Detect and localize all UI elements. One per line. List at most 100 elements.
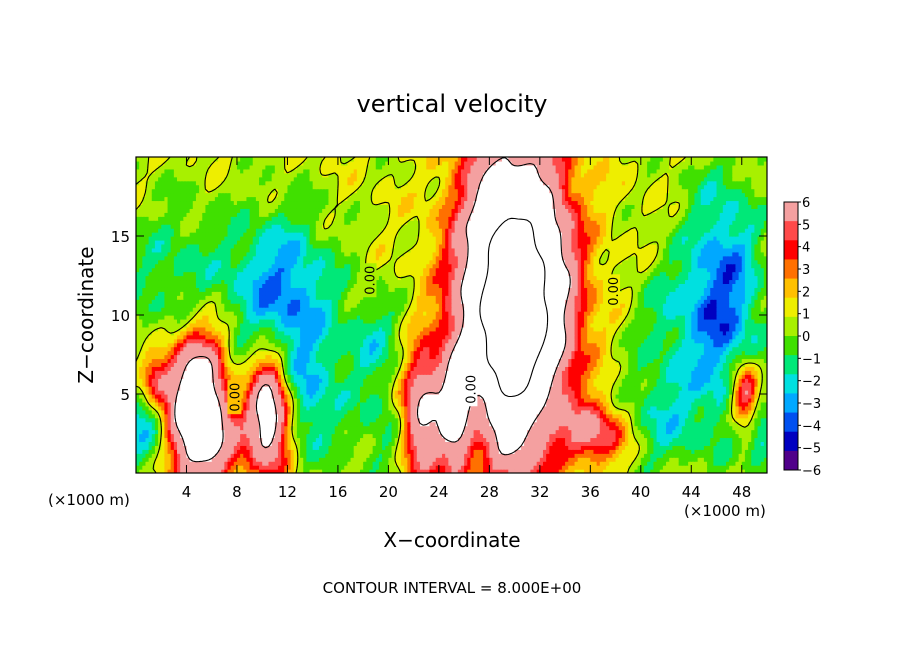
heatmap-cell — [662, 409, 667, 415]
heatmap-cell — [637, 437, 642, 442]
heatmap-cell — [189, 394, 194, 399]
heatmap-cell — [426, 386, 431, 391]
heatmap-cell — [397, 445, 402, 450]
heatmap-cell — [530, 386, 535, 391]
heatmap-cell — [154, 394, 159, 399]
heatmap-cell — [514, 394, 519, 399]
heatmap-cell — [252, 413, 257, 419]
heatmap-cell — [148, 405, 153, 411]
heatmap-cell — [202, 457, 206, 462]
heatmap-cell — [350, 465, 355, 470]
heatmap-cell — [325, 421, 330, 427]
heatmap-cell — [356, 449, 361, 454]
heatmap-cell — [366, 457, 371, 462]
heatmap-cell — [672, 445, 677, 450]
heatmap-cell — [331, 409, 336, 415]
heatmap-cell — [284, 469, 289, 473]
heatmap-cell — [725, 374, 730, 379]
heatmap-cell — [252, 465, 257, 470]
heatmap-cell — [710, 437, 714, 442]
heatmap-cell — [300, 413, 304, 419]
heatmap-cell — [236, 425, 241, 431]
heatmap-cell — [404, 433, 408, 439]
heatmap-cell — [489, 461, 494, 466]
heatmap-cell — [372, 378, 377, 383]
heatmap-cell — [479, 378, 484, 383]
heatmap-cell — [328, 397, 333, 403]
heatmap-cell — [514, 382, 519, 387]
heatmap-cell — [621, 425, 626, 431]
heatmap-cell — [669, 445, 673, 450]
heatmap-cell — [615, 382, 620, 387]
heatmap-cell — [363, 378, 367, 383]
heatmap-cell — [501, 413, 506, 419]
heatmap-cell — [558, 433, 563, 439]
heatmap-cell — [177, 437, 181, 442]
heatmap-cell — [735, 390, 740, 395]
heatmap-cell — [678, 449, 683, 454]
heatmap-cell — [154, 437, 159, 442]
heatmap-cell — [205, 397, 210, 403]
heatmap-cell — [211, 449, 216, 454]
heatmap-cell — [539, 409, 544, 415]
heatmap-cell — [315, 382, 320, 387]
heatmap-cell — [508, 374, 513, 379]
heatmap-cell — [205, 390, 210, 395]
heatmap-cell — [344, 374, 348, 379]
heatmap-cell — [703, 441, 708, 446]
heatmap-cell — [546, 405, 550, 411]
heatmap-cell — [697, 469, 702, 473]
heatmap-cell — [666, 433, 670, 439]
heatmap-cell — [662, 465, 667, 470]
heatmap-cell — [262, 421, 266, 427]
heatmap-cell — [754, 401, 759, 407]
heatmap-cell — [738, 374, 743, 379]
heatmap-cell — [401, 469, 405, 473]
heatmap-cell — [666, 405, 670, 411]
heatmap-cell — [495, 397, 500, 403]
heatmap-cell — [527, 453, 531, 458]
heatmap-cell — [296, 394, 301, 399]
heatmap-cell — [438, 413, 443, 419]
heatmap-cell — [637, 405, 642, 411]
heatmap-cell — [647, 461, 651, 466]
heatmap-cell — [618, 386, 623, 391]
heatmap-cell — [429, 469, 434, 473]
heatmap-cell — [170, 390, 175, 395]
heatmap-cell — [495, 437, 500, 442]
heatmap-cell — [539, 449, 544, 454]
heatmap-cell — [214, 421, 219, 427]
heatmap-cell — [438, 401, 443, 407]
heatmap-cell — [628, 433, 632, 439]
heatmap-cell — [378, 390, 383, 395]
heatmap-cell — [628, 453, 632, 458]
heatmap-cell — [202, 421, 206, 427]
heatmap-cell — [205, 461, 210, 466]
heatmap-cell — [369, 469, 374, 473]
heatmap-cell — [549, 441, 554, 446]
heatmap-cell — [142, 386, 147, 391]
heatmap-cell — [325, 445, 330, 450]
heatmap-cell — [214, 374, 219, 379]
heatmap-cell — [656, 441, 661, 446]
heatmap-cell — [618, 445, 623, 450]
heatmap-cell — [602, 469, 607, 473]
heatmap-cell — [438, 386, 443, 391]
heatmap-cell — [151, 397, 156, 403]
heatmap-cell — [476, 445, 481, 450]
heatmap-cell — [419, 429, 424, 435]
heatmap-cell — [230, 449, 235, 454]
heatmap-cell — [719, 417, 724, 423]
heatmap-cell — [230, 433, 235, 439]
heatmap-cell — [735, 378, 740, 383]
heatmap-cell — [716, 421, 721, 427]
heatmap-cell — [397, 409, 402, 415]
heatmap-cell — [199, 425, 203, 431]
heatmap-cell — [666, 378, 670, 383]
heatmap-cell — [438, 409, 443, 415]
heatmap-cell — [662, 390, 667, 395]
heatmap-cell — [262, 417, 266, 423]
heatmap-cell — [404, 417, 408, 423]
heatmap-cell — [590, 394, 595, 399]
heatmap-cell — [202, 374, 206, 379]
